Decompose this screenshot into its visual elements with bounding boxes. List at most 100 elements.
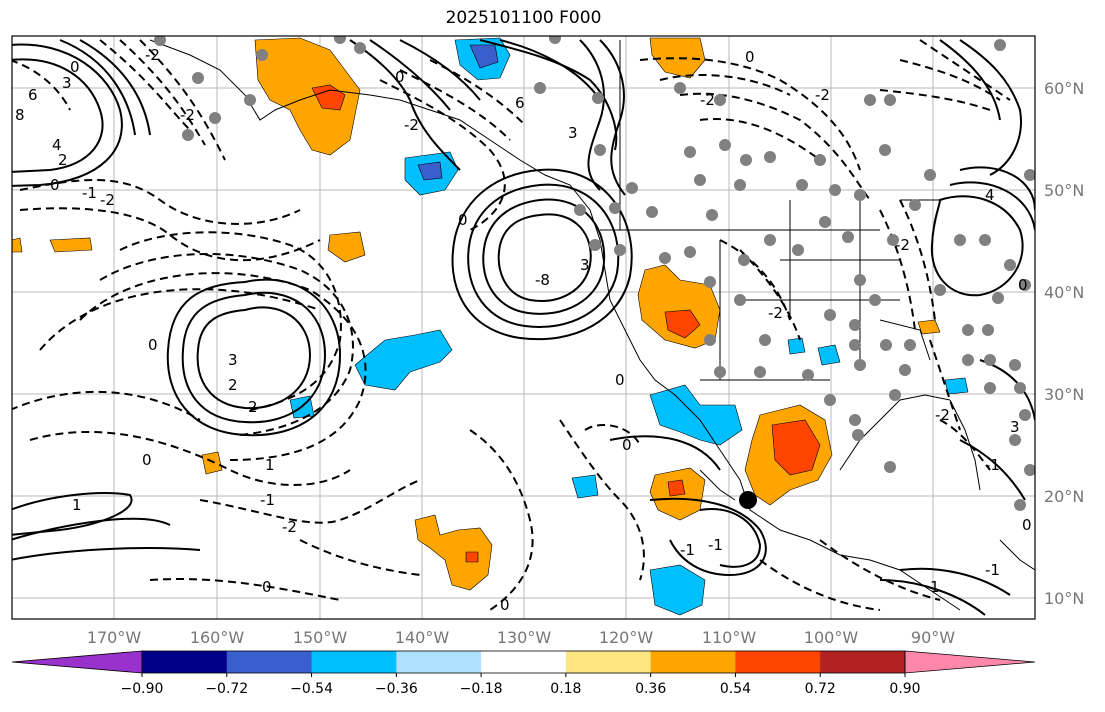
lon-label: 90°W xyxy=(911,628,955,647)
contour-label: 0 xyxy=(622,436,632,454)
colorbar-tick-label: −0.54 xyxy=(290,681,333,697)
contour-label: -1 xyxy=(680,541,695,559)
lon-label: 140°W xyxy=(395,628,450,647)
coastlines xyxy=(149,39,1035,611)
colorbar-outline xyxy=(141,650,906,674)
contour-label: 3 xyxy=(228,351,238,369)
anomaly-small-orange-2 xyxy=(917,319,941,335)
contour-label: 0 xyxy=(395,68,405,86)
contour-label: 0 xyxy=(70,58,80,76)
contour-label: 1 xyxy=(930,578,940,596)
colorbar-segment xyxy=(650,651,736,673)
lon-label: 100°W xyxy=(804,628,859,647)
lon-label: 130°W xyxy=(497,628,552,647)
contour-label: 3 xyxy=(1010,418,1020,436)
latitude-labels: 60°N 50°N 40°N 30°N 20°N 10°N xyxy=(1044,79,1084,608)
contour-label: -2 xyxy=(935,406,950,424)
anomaly-nevada-red xyxy=(664,309,701,339)
contour-label: -1 xyxy=(985,456,1000,474)
colorbar-tick-label: 0.36 xyxy=(635,681,666,697)
anomaly-blue-small-4 xyxy=(944,377,969,395)
anomaly-baja-red xyxy=(667,479,686,497)
lon-label: 110°W xyxy=(702,628,757,647)
contour-label: -1 xyxy=(260,491,275,509)
colorbar-tick-label: −0.90 xyxy=(121,681,164,697)
contour-label: 3 xyxy=(62,74,72,92)
focus-point xyxy=(739,491,757,509)
colorbar-tick-label: −0.18 xyxy=(460,681,503,697)
contour-label: 0 xyxy=(1022,516,1032,534)
contour-label: 1 xyxy=(265,456,275,474)
contour-label: 0 xyxy=(148,336,158,354)
anomaly-mexico-blue xyxy=(649,384,743,446)
anomaly-small-orange-3 xyxy=(12,237,23,253)
contour-label: 0 xyxy=(458,211,468,229)
contour-label: -2 xyxy=(700,91,715,109)
contour-label: 0 xyxy=(615,371,625,389)
anomaly-baja-blue xyxy=(571,474,599,499)
contour-label: 0 xyxy=(50,176,60,194)
colorbar-extend-low xyxy=(11,650,143,674)
contour-label: 2 xyxy=(58,151,68,169)
map-title: 2025101100 F000 xyxy=(445,8,602,28)
station-markers xyxy=(154,36,1035,511)
contour-label: -2 xyxy=(180,106,195,124)
contour-label: 3 xyxy=(580,256,590,274)
colorbar-tick-label: 0.54 xyxy=(720,681,751,697)
lon-label: 150°W xyxy=(293,628,348,647)
contour-label: -1 xyxy=(985,561,1000,579)
anomaly-mexico-red xyxy=(771,419,821,476)
longitude-labels: 170°W 160°W 150°W 140°W 130°W 120°W 110°… xyxy=(87,628,955,647)
contour-label: 4 xyxy=(52,136,62,154)
anomaly-blue-small-1 xyxy=(787,337,806,355)
contour-label: 8 xyxy=(15,106,25,124)
negative-contours xyxy=(12,39,1011,611)
lat-label: 30°N xyxy=(1044,385,1084,404)
lon-label: 120°W xyxy=(599,628,654,647)
contour-label: 0 xyxy=(1018,276,1028,294)
anomaly-pacific-orange xyxy=(49,237,93,253)
contour-label: -8 xyxy=(535,271,550,289)
positive-contours xyxy=(12,39,1035,616)
colorbar-segment xyxy=(226,651,313,673)
colorbar-tick-label: 0.72 xyxy=(805,681,836,697)
contour-label: 3 xyxy=(568,124,578,142)
colorbar-tick-label: 0.90 xyxy=(889,681,920,697)
contour-label: 4 xyxy=(985,186,995,204)
anomaly-pacific-blue xyxy=(354,329,453,391)
contour-label: 0 xyxy=(745,48,755,66)
contour-label: 0 xyxy=(500,596,510,614)
colorbar-segment xyxy=(481,651,567,673)
contour-label: -1 xyxy=(708,536,723,554)
colorbar-segment xyxy=(311,651,397,673)
anomaly-hawaii-orange xyxy=(414,514,493,591)
contour-label: -2 xyxy=(895,236,910,254)
contour-label: -2 xyxy=(282,518,297,536)
anomaly-south-blue xyxy=(649,564,706,616)
colorbar-extend-high xyxy=(904,650,1036,674)
colorbar-segment xyxy=(820,651,906,673)
lat-label: 40°N xyxy=(1044,283,1084,302)
colorbar-tick-label: −0.72 xyxy=(205,681,248,697)
anomaly-small-orange-1 xyxy=(201,451,223,475)
anomaly-west-orange xyxy=(327,231,366,263)
contour-label: 0 xyxy=(262,578,272,596)
colorbar-segment xyxy=(396,651,482,673)
colorbar-tick-label: −0.36 xyxy=(375,681,418,697)
anomaly-alaska-darkblue xyxy=(469,44,499,69)
lat-label: 20°N xyxy=(1044,487,1084,506)
colorbar: −0.90 −0.72 −0.54 −0.36 −0.18 0.18 0.36 0.54 0.7… xyxy=(11,650,1036,697)
contour-label: -2 xyxy=(100,191,115,209)
anomaly-alaska-orange xyxy=(254,37,361,156)
anomaly-yukon-orange xyxy=(649,37,706,79)
lon-label: 170°W xyxy=(87,628,142,647)
graticule xyxy=(12,36,1035,619)
contour-label: 2 xyxy=(228,376,238,394)
colorbar-tick-label: 0.18 xyxy=(550,681,581,697)
colorbar-segment xyxy=(142,651,228,673)
contour-label: -2 xyxy=(145,46,160,64)
contour-label: 6 xyxy=(515,94,525,112)
colorbar-segment xyxy=(735,651,821,673)
contour-label: 2 xyxy=(248,398,258,416)
